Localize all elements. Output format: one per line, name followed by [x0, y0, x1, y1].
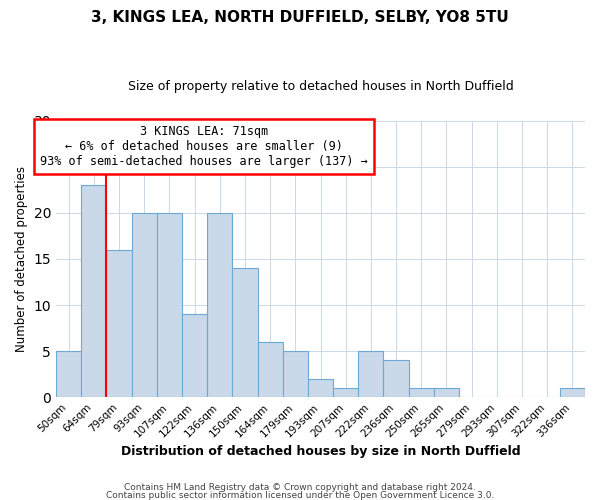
- Bar: [131, 213, 157, 397]
- Text: 3, KINGS LEA, NORTH DUFFIELD, SELBY, YO8 5TU: 3, KINGS LEA, NORTH DUFFIELD, SELBY, YO8…: [91, 10, 509, 25]
- Bar: [207, 213, 232, 397]
- Text: Contains HM Land Registry data © Crown copyright and database right 2024.: Contains HM Land Registry data © Crown c…: [124, 484, 476, 492]
- Title: Size of property relative to detached houses in North Duffield: Size of property relative to detached ho…: [128, 80, 514, 93]
- Text: Contains public sector information licensed under the Open Government Licence 3.: Contains public sector information licen…: [106, 490, 494, 500]
- X-axis label: Distribution of detached houses by size in North Duffield: Distribution of detached houses by size …: [121, 444, 520, 458]
- Text: 3 KINGS LEA: 71sqm
← 6% of detached houses are smaller (9)
93% of semi-detached : 3 KINGS LEA: 71sqm ← 6% of detached hous…: [40, 124, 368, 168]
- Y-axis label: Number of detached properties: Number of detached properties: [15, 166, 28, 352]
- Bar: [232, 268, 257, 397]
- Bar: [409, 388, 434, 397]
- Bar: [81, 185, 106, 397]
- Bar: [257, 342, 283, 397]
- Bar: [333, 388, 358, 397]
- Bar: [383, 360, 409, 397]
- Bar: [157, 213, 182, 397]
- Bar: [308, 379, 333, 397]
- Bar: [182, 314, 207, 397]
- Bar: [106, 250, 131, 397]
- Bar: [434, 388, 459, 397]
- Bar: [56, 351, 81, 397]
- Bar: [560, 388, 585, 397]
- Bar: [283, 351, 308, 397]
- Bar: [358, 351, 383, 397]
